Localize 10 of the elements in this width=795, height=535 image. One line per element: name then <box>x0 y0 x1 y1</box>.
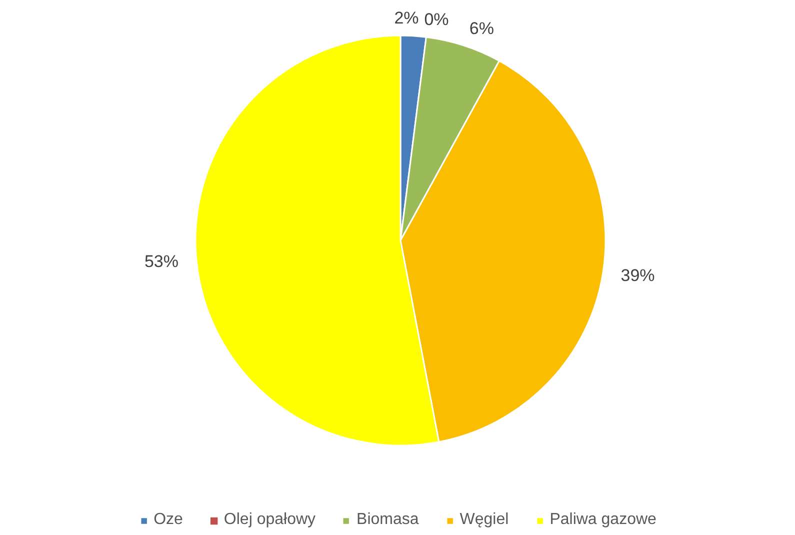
legend-label: Biomasa <box>356 511 419 529</box>
legend-label: Węgiel <box>460 511 509 529</box>
legend-label: Paliwa gazowe <box>550 511 656 529</box>
legend-label: Oze <box>154 511 183 529</box>
data-label: 6% <box>469 18 494 38</box>
text: 0% <box>424 10 449 29</box>
data-label: 53% <box>144 252 178 271</box>
data-label: 2% <box>394 8 419 28</box>
legend-label: Olej opałowy <box>224 511 316 529</box>
data-label: 39% <box>620 266 655 285</box>
